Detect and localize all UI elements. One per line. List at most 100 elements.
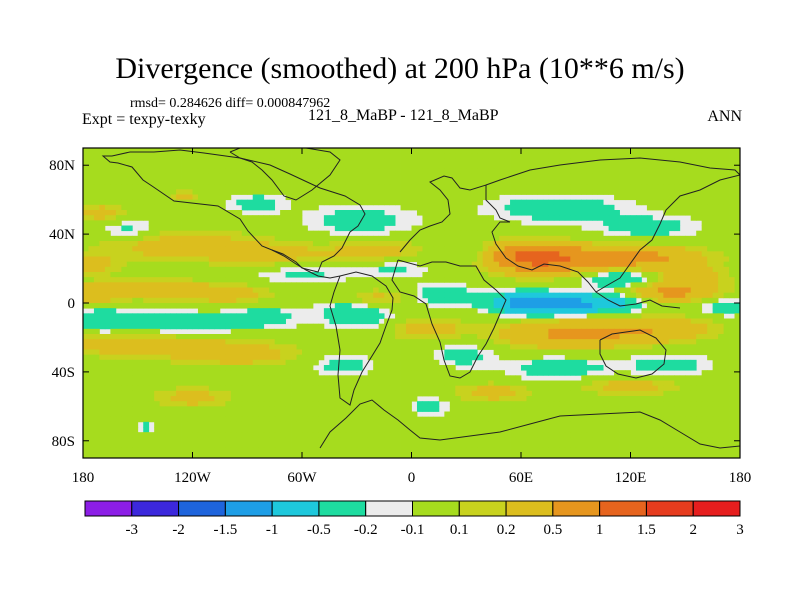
field-cell xyxy=(274,225,281,232)
field-cell xyxy=(192,334,199,340)
field-cell xyxy=(296,230,303,237)
field-cell xyxy=(400,334,407,340)
field-cell xyxy=(406,199,412,206)
field-cell xyxy=(154,323,161,330)
field-cell xyxy=(236,354,243,361)
field-cell xyxy=(280,380,286,387)
field-cell xyxy=(219,230,226,237)
field-cell xyxy=(187,184,193,190)
field-cell xyxy=(449,158,456,164)
field-cell xyxy=(499,153,505,159)
field-cell xyxy=(307,297,314,304)
field-cell xyxy=(269,251,276,257)
field-cell xyxy=(411,370,418,376)
field-cell xyxy=(121,318,128,325)
field-cell xyxy=(531,215,538,221)
field-cell xyxy=(652,349,659,356)
field-cell xyxy=(400,184,407,190)
field-cell xyxy=(477,303,484,309)
field-cell xyxy=(674,328,681,335)
field-cell xyxy=(214,292,221,299)
field-cell xyxy=(531,179,538,185)
field-cell xyxy=(444,251,451,257)
field-cell xyxy=(449,189,456,195)
field-cell xyxy=(99,354,106,361)
field-cell xyxy=(137,184,144,190)
field-cell xyxy=(723,158,730,164)
field-cell xyxy=(406,308,412,314)
field-cell xyxy=(564,148,571,154)
field-cell xyxy=(373,359,380,366)
field-cell xyxy=(219,189,226,195)
field-cell xyxy=(455,199,462,206)
field-cell xyxy=(701,210,708,216)
field-cell xyxy=(614,287,620,294)
field-cell xyxy=(132,277,139,283)
field-cell xyxy=(416,153,423,159)
field-cell xyxy=(93,158,100,164)
field-cell xyxy=(203,251,210,257)
field-cell xyxy=(274,349,281,356)
field-cell xyxy=(137,189,144,195)
field-cell xyxy=(674,251,681,257)
field-cell xyxy=(707,297,714,304)
field-cell xyxy=(104,380,111,387)
field-cell xyxy=(433,370,440,376)
field-cell xyxy=(192,210,199,216)
field-cell xyxy=(603,184,610,190)
field-cell xyxy=(362,225,369,232)
field-cell xyxy=(559,230,566,237)
field-cell xyxy=(657,163,664,170)
field-cell xyxy=(280,184,286,190)
field-cell xyxy=(455,261,462,268)
field-cell xyxy=(395,297,401,304)
field-cell xyxy=(334,194,341,201)
field-cell xyxy=(241,282,248,288)
field-cell xyxy=(553,163,560,170)
field-cell xyxy=(280,148,286,154)
field-cell xyxy=(93,220,100,226)
field-cell xyxy=(553,380,560,387)
field-cell xyxy=(230,261,237,268)
field-cell xyxy=(110,359,117,366)
field-cell xyxy=(154,241,161,247)
field-cell xyxy=(674,287,681,294)
field-cell xyxy=(323,292,330,299)
field-cell xyxy=(438,204,445,211)
field-cell xyxy=(389,318,396,325)
field-cell xyxy=(208,318,215,325)
field-cell xyxy=(422,349,429,356)
field-cell xyxy=(663,328,670,335)
field-cell xyxy=(553,365,560,371)
field-cell xyxy=(449,204,456,211)
field-cell xyxy=(197,308,204,314)
field-cell xyxy=(181,168,188,175)
field-cell xyxy=(192,148,199,154)
field-cell xyxy=(400,277,407,283)
field-cell xyxy=(635,163,642,170)
field-cell xyxy=(712,204,719,211)
field-cell xyxy=(329,339,336,345)
field-cell xyxy=(701,323,708,330)
field-cell xyxy=(696,308,703,314)
field-cell xyxy=(646,380,653,387)
field-cell xyxy=(504,266,511,273)
field-cell xyxy=(285,380,292,387)
field-cell xyxy=(531,261,538,268)
field-cell xyxy=(581,344,588,350)
field-cell xyxy=(137,230,144,237)
field-cell xyxy=(707,287,714,294)
field-cell xyxy=(406,153,412,159)
field-cell xyxy=(170,210,177,216)
field-cell xyxy=(252,297,259,304)
field-cell xyxy=(345,344,352,350)
field-cell xyxy=(345,359,352,366)
field-cell xyxy=(603,210,610,216)
field-cell xyxy=(406,179,412,185)
field-cell xyxy=(526,251,533,257)
field-cell xyxy=(411,168,418,175)
field-cell xyxy=(236,287,243,294)
field-cell xyxy=(143,168,150,175)
field-cell xyxy=(477,292,484,299)
field-cell xyxy=(83,158,89,164)
